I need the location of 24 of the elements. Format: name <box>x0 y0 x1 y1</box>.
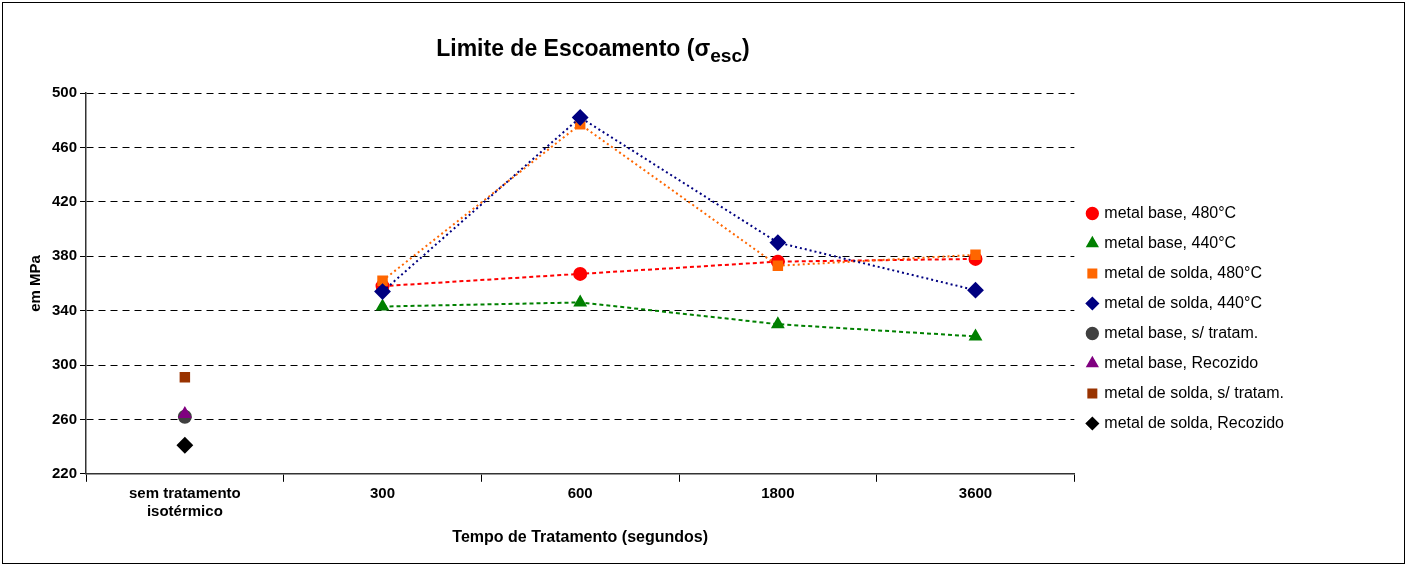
x-tick-label: sem tratamento isotérmico <box>129 483 241 519</box>
x-tick-label: 600 <box>567 483 593 501</box>
legend-label: metal de solda, 440°C <box>1104 293 1262 311</box>
legend-label: metal base, Recozido <box>1104 353 1259 371</box>
x-tick-label: 1800 <box>761 483 795 501</box>
y-tick-label: 380 <box>52 246 78 264</box>
chart-title: Limite de Escoamento (σ$_{esc}$) <box>435 35 751 67</box>
y-tick-label: 340 <box>52 300 78 318</box>
x-tick-label: 300 <box>370 483 396 501</box>
legend-label: metal base, 440°C <box>1104 233 1237 251</box>
x-axis-title: Tempo de Tratamento (segundos) <box>452 527 709 545</box>
y-tick-label: 500 <box>52 83 78 101</box>
y-tick-label: 260 <box>52 409 78 427</box>
legend-label: metal base, 480°C <box>1104 203 1237 221</box>
y-tick-label: 220 <box>52 463 78 481</box>
y-tick-label: 300 <box>52 355 78 373</box>
y-axis-title: em MPa <box>26 254 44 312</box>
legend-label: metal de solda, s/ tratam. <box>1104 383 1284 401</box>
legend-label: metal base, s/ tratam. <box>1104 323 1259 341</box>
y-tick-label: 460 <box>52 137 78 155</box>
x-tick-label: 3600 <box>958 483 993 501</box>
legend-label: metal de solda, Recozido <box>1104 413 1285 431</box>
y-tick-label: 420 <box>52 191 78 209</box>
legend-label: metal de solda, 480°C <box>1104 263 1262 281</box>
